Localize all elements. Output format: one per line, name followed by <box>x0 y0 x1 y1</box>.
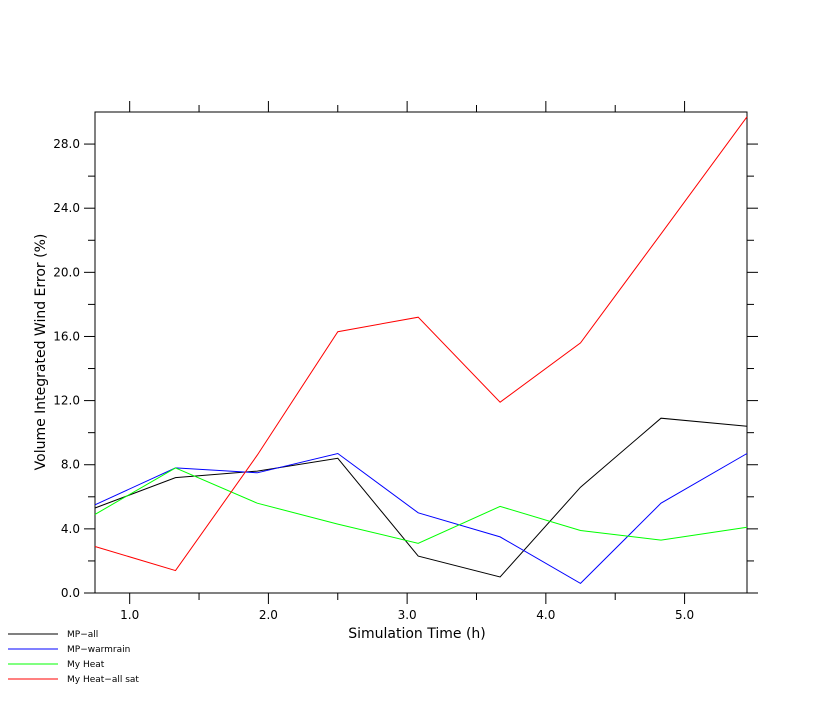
legend-label-mp-all: MP−all <box>67 630 98 640</box>
x-tick-label: 5.0 <box>675 608 694 622</box>
legend-label-mp-warmrain: MP−warmrain <box>67 645 130 655</box>
plot-frame <box>94 111 748 594</box>
axis-tick-labels: 1.0 2.0 3.0 4.0 5.0 0.0 4.0 8.0 12.0 16.0 20.0 24.0… <box>53 137 694 622</box>
y-tick-label: 24.0 <box>53 201 80 215</box>
y-tick-label: 4.0 <box>61 522 80 536</box>
x-tick-label: 3.0 <box>398 608 417 622</box>
y-tick-label: 12.0 <box>53 394 80 408</box>
y-axis-title: Volume Integrated Wind Error (%) <box>33 234 49 471</box>
x-tick-label: 2.0 <box>259 608 278 622</box>
y-tick-label: 0.0 <box>61 586 80 600</box>
x-tick-label: 4.0 <box>536 608 555 622</box>
x-axis-title: Simulation Time (h) <box>348 626 486 642</box>
legend-label-my-heat: My Heat <box>67 660 105 670</box>
legend: MP−all MP−warmrain My Heat My Heat−all sat <box>8 630 139 685</box>
legend-label-my-heat-all-sat: My Heat−all sat <box>67 675 139 685</box>
y-tick-label: 16.0 <box>53 329 80 343</box>
series-lines <box>94 116 748 585</box>
series-line-my-heat-all-sat <box>94 116 748 572</box>
axis-ticks <box>84 101 758 604</box>
y-tick-label: 28.0 <box>53 137 80 151</box>
series-line-my-heat <box>94 467 748 544</box>
series-line-mp-all <box>94 417 748 578</box>
y-tick-label: 8.0 <box>61 458 80 472</box>
x-tick-label: 1.0 <box>120 608 139 622</box>
series-line-mp-warmrain <box>94 452 748 585</box>
y-tick-label: 20.0 <box>53 265 80 279</box>
